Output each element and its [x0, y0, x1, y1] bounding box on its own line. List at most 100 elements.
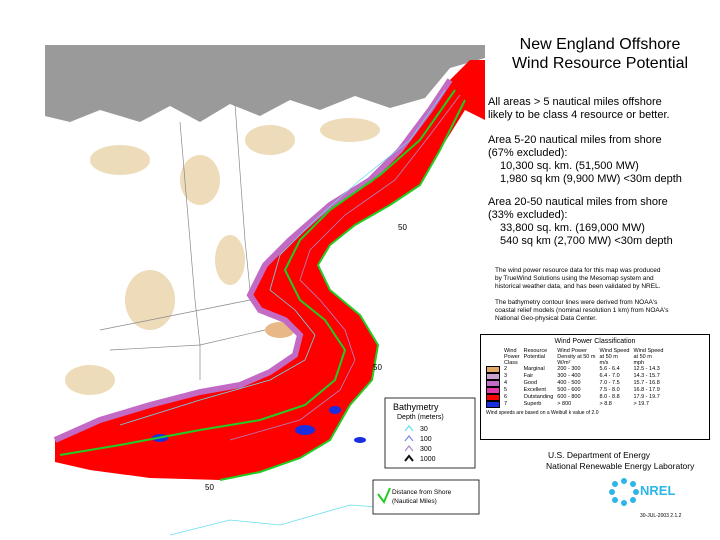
class-swatch [486, 387, 500, 394]
summary-line: Area 20-50 nautical miles from shore [488, 196, 668, 208]
column-header-line: Wind Speed [633, 348, 664, 354]
contour-label: 50 [205, 483, 214, 492]
class-cell: Outstanding [523, 394, 554, 400]
credit-lab: National Renewable Energy Laboratory [546, 461, 695, 471]
note-line: National Geo-physical Data Center. [495, 315, 597, 322]
column-header: Resource Potential [522, 348, 556, 366]
summary-line: All areas > 5 nautical miles offshore [488, 96, 662, 108]
column-header-line: W/m² [557, 360, 571, 366]
class-cell: 7.5 - 8.0 [599, 387, 620, 393]
summary-detail: 33,800 sq. km. (169,000 MW) [500, 222, 645, 234]
class-cell: Excellent [523, 387, 546, 393]
swatch-header [484, 348, 502, 366]
class-cell: 8.0 - 8.8 [599, 394, 620, 400]
class-cell: 6 [504, 394, 508, 400]
swatch-cell [484, 380, 502, 387]
class-cell: 17.9 - 19.7 [633, 394, 660, 400]
swatch-cell [484, 366, 502, 373]
class-cell: 200 - 300 [557, 366, 581, 372]
column-header-line: at 50 m [633, 354, 652, 360]
class-cell: 300 - 400 [557, 373, 581, 379]
swatch-cell [484, 401, 502, 408]
class-cell: 12.5 - 14.3 [633, 366, 660, 372]
contour-label: 50 [398, 223, 407, 232]
class-swatch [486, 394, 500, 401]
note-line: coastal relief models (nominal resolutio… [495, 307, 669, 314]
class-cell: 500 - 600 [557, 387, 581, 393]
title: Wind Resource Potential [511, 55, 689, 72]
swatch-cell [484, 394, 502, 401]
column-header-line: Wind Speed [599, 348, 630, 354]
bathymetry-title: Bathymetry [393, 402, 439, 412]
contour-label: 50 [373, 363, 382, 372]
class-cell: Marginal [523, 366, 545, 372]
class-cell: 14.3 - 15.7 [633, 373, 660, 379]
summary-line: (67% excluded): [488, 147, 568, 159]
summary-detail: 10,300 sq. km. (51,500 MW) [500, 160, 639, 172]
swatch-cell [484, 373, 502, 380]
note-line: by TrueWind Solutions using the Mesomap … [495, 275, 654, 282]
column-header-line: mph [633, 360, 645, 366]
bathymetry-symbol [404, 445, 414, 452]
column-header-line: at 50 m [599, 354, 618, 360]
distance-label: Distance from Shore [392, 489, 452, 496]
column-header-line: m/s [599, 360, 609, 366]
class-cell: 4 [504, 380, 508, 386]
summary-detail: 1,980 sq km (9,900 MW) <30m depth [500, 173, 682, 185]
class-swatch [486, 366, 500, 373]
bathymetry-legend-box [384, 397, 476, 469]
distance-legend-box [372, 479, 480, 515]
distance-contours [59, 89, 466, 481]
class-cell: Superb [523, 401, 542, 407]
class-row: 6 Outstanding 600 - 800 8.0 - 8.8 17.9 - 19.… [484, 394, 665, 401]
bathymetry-subtitle: Depth (meters) [397, 414, 444, 421]
column-header-line: Resource [523, 348, 548, 354]
class-row: 7 Superb > 800 > 8.8 > 19.7 [484, 401, 665, 408]
distance-legend-symbol [377, 487, 391, 504]
summary-detail: 540 sq km (2,700 MW) <30m depth [500, 235, 673, 247]
header-row: Wind Power Class Resource Potential Wind Powe… [484, 348, 665, 366]
classification-footnote: Wind speeds are based on a Weibull k val… [486, 410, 599, 416]
bathymetry-symbol [404, 435, 414, 442]
column-header: Wind Speed at 50 m mph [631, 348, 665, 366]
map-date: 30-JUL-2003 2.1.2 [640, 513, 682, 519]
column-header-line: Class [504, 360, 518, 366]
class-7-patches [152, 406, 366, 443]
credit-agency: U.S. Department of Energy [548, 450, 651, 460]
land-speckle [65, 118, 380, 395]
bathymetry-level: 30 [420, 426, 428, 433]
wind-area [55, 60, 485, 480]
note-line: historical weather data, and has been va… [495, 283, 661, 290]
class-cell: > 19.7 [633, 401, 649, 407]
note-line: The bathymetry contour lines were derive… [495, 299, 658, 306]
class-swatch [486, 401, 500, 408]
class-cell: 7.0 - 7.5 [599, 380, 620, 386]
bathymetry-level: 100 [420, 436, 432, 443]
class-cell: 3 [504, 373, 508, 379]
class-cell: 5.6 - 6.4 [599, 366, 620, 372]
class-cell: Good [523, 380, 538, 386]
distance-label: (Nautical Miles) [392, 498, 437, 505]
class-cell: 600 - 800 [557, 394, 581, 400]
classification-title: Wind Power Classification [554, 338, 636, 345]
class-cell: 7 [504, 401, 508, 407]
coastal-fringe [53, 78, 453, 443]
class-cell: Fair [523, 373, 534, 379]
class-row: 5 Excellent 500 - 600 7.5 - 8.0 16.8 - 17.9 [484, 387, 665, 394]
class-cell: > 800 [557, 401, 572, 407]
nrel-logo [609, 478, 639, 506]
class-cell: 15.7 - 16.8 [633, 380, 660, 386]
column-header-line: Wind [504, 348, 517, 354]
class-swatch [486, 373, 500, 380]
note-line: The wind power resource data for this ma… [495, 267, 661, 274]
column-header-line: Power [504, 354, 520, 360]
canada-land [45, 45, 485, 122]
classification-table: Wind Power Class Resource Potential Wind Powe… [484, 348, 665, 408]
logo-text: NREL [640, 483, 676, 498]
column-header-line: Potential [523, 354, 545, 360]
column-header: Wind Power Class [502, 348, 522, 366]
class-cell: 5 [504, 387, 508, 393]
class-cell: 6.4 - 7.0 [599, 373, 620, 379]
